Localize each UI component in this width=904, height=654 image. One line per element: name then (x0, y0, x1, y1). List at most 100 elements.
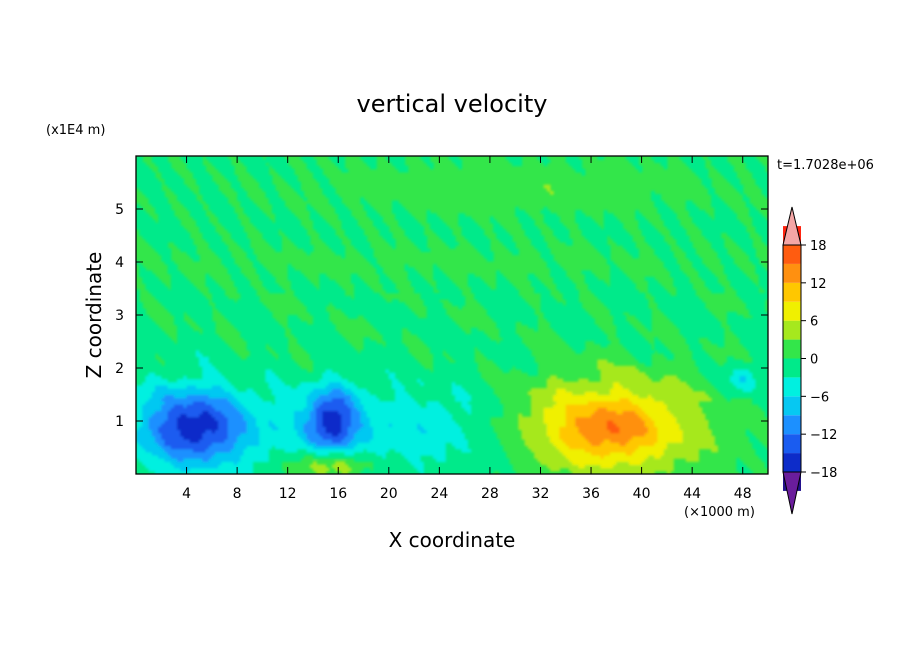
field-cell (243, 445, 248, 450)
field-cell (180, 391, 184, 396)
field-cell (297, 394, 301, 399)
field-cell (309, 451, 314, 456)
field-cell (205, 416, 210, 421)
field-cell (726, 388, 731, 392)
field-cell (278, 454, 282, 459)
field-cell (186, 400, 191, 405)
field-cell (755, 384, 760, 389)
field-cell (388, 442, 393, 446)
field-cell (518, 413, 523, 418)
field-cell (410, 419, 415, 424)
field-cell (572, 410, 576, 415)
field-cell (489, 388, 494, 392)
field-cell (192, 454, 197, 459)
field-cell (692, 426, 696, 431)
field-cell (294, 394, 298, 399)
field-cell (388, 378, 393, 383)
field-cell (237, 423, 241, 427)
field-cell (398, 410, 403, 415)
field-cell (657, 404, 662, 408)
field-cell (439, 442, 444, 446)
field-cell (610, 470, 614, 474)
field-cell (689, 426, 693, 431)
field-cell (281, 394, 286, 399)
field-cell (610, 407, 614, 411)
field-cell (312, 432, 317, 437)
field-cell (701, 429, 706, 434)
field-cell (215, 419, 219, 424)
field-cell (306, 378, 311, 383)
field-cell (651, 407, 655, 411)
field-cell (404, 426, 409, 431)
field-cell (341, 384, 346, 389)
field-cell (562, 464, 567, 469)
field-cell (572, 439, 576, 443)
field-cell (534, 400, 538, 405)
field-cell (641, 426, 646, 431)
field-cell (448, 404, 453, 408)
field-cell (486, 442, 491, 446)
field-cell (597, 410, 602, 415)
field-cell (543, 461, 548, 466)
field-cell (161, 464, 166, 469)
field-cell (467, 404, 472, 408)
field-cell (237, 461, 241, 466)
field-cell (306, 404, 311, 408)
field-cell (445, 416, 450, 421)
field-cell (338, 384, 342, 389)
field-cell (464, 394, 469, 399)
field-cell (436, 445, 440, 450)
field-cell (180, 454, 184, 459)
field-cell (417, 419, 421, 424)
field-cell (395, 407, 399, 411)
field-cell (192, 451, 197, 456)
field-cell (170, 445, 175, 450)
field-cell (496, 410, 500, 415)
field-cell (628, 467, 633, 472)
field-cell (420, 404, 425, 408)
field-cell (385, 445, 390, 450)
field-cell (673, 432, 677, 437)
field-cell (290, 439, 295, 443)
field-cell (537, 435, 542, 440)
field-cell (531, 416, 535, 421)
field-cell (360, 426, 365, 431)
field-cell (543, 432, 548, 437)
field-cell (139, 429, 143, 434)
field-cell (657, 426, 662, 431)
field-cell (442, 416, 447, 421)
field-cell (610, 391, 614, 396)
field-cell (145, 442, 150, 446)
field-cell (477, 445, 482, 450)
field-cell (306, 416, 311, 421)
field-cell (701, 439, 706, 443)
field-cell (670, 442, 674, 446)
field-cell (252, 404, 257, 408)
field-cell (341, 419, 346, 424)
field-cell (391, 451, 396, 456)
field-cell (240, 451, 245, 456)
field-cell (477, 426, 482, 431)
field-cell (660, 397, 665, 402)
field-cell (470, 404, 475, 408)
field-cell (218, 394, 222, 399)
field-cell (369, 378, 374, 383)
field-cell (164, 458, 169, 462)
field-cell (587, 445, 592, 450)
field-cell (480, 410, 485, 415)
field-cell (670, 413, 674, 418)
field-cell (420, 439, 425, 443)
field-cell (379, 388, 384, 392)
field-cell (344, 416, 349, 421)
field-cell (537, 419, 542, 424)
field-cell (347, 426, 352, 431)
field-cell (445, 458, 450, 462)
field-cell (673, 448, 677, 453)
field-cell (177, 439, 181, 443)
field-cell (312, 461, 317, 466)
field-cell (211, 378, 216, 383)
field-cell (594, 419, 598, 424)
field-cell (316, 448, 320, 453)
field-cell (192, 470, 197, 474)
